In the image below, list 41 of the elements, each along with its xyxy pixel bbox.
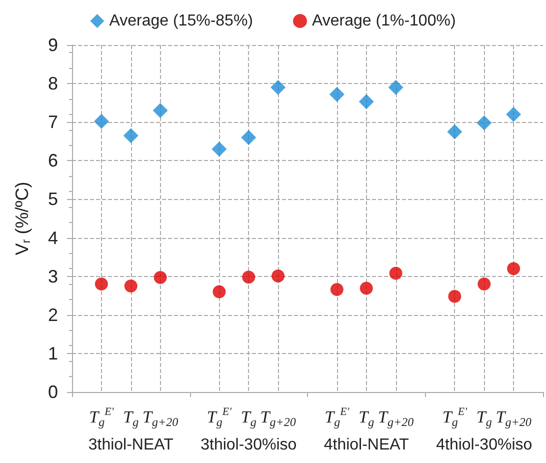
point: [212, 285, 226, 298]
y-tick-label: 1: [48, 343, 58, 364]
point: [154, 270, 167, 284]
y-tick-label: 2: [48, 304, 58, 325]
point: [242, 270, 256, 284]
point: [360, 282, 373, 295]
point: [241, 130, 256, 146]
point: [94, 278, 108, 291]
point: [507, 262, 520, 276]
y-tick-label: 7: [48, 112, 58, 132]
point: [448, 290, 462, 303]
y-tick-label: 9: [48, 35, 58, 55]
y-axis-title: Vr (%/ºC): [12, 182, 33, 256]
y-tick-label: 4: [48, 228, 58, 248]
y-tick-label: 3: [48, 266, 58, 286]
point: [358, 94, 374, 110]
point: [270, 80, 286, 95]
point: [123, 128, 138, 144]
point: [388, 80, 404, 95]
legend-label: Average (1%-100%): [312, 12, 456, 30]
point: [478, 278, 491, 291]
point: [94, 114, 109, 129]
text: 4thiol-30%iso: [436, 436, 532, 454]
y-tick-label: 0: [48, 382, 58, 402]
point: [476, 115, 492, 130]
point: [124, 279, 138, 292]
text: 3thiol-NEAT: [88, 436, 174, 454]
point: [212, 142, 227, 157]
point: [329, 86, 344, 102]
point: [272, 269, 285, 282]
text: 3thiol-30%iso: [200, 436, 297, 454]
point: [330, 282, 344, 296]
point: [506, 106, 522, 122]
y-tick-label: 8: [48, 74, 58, 94]
y-tick-label: 6: [48, 150, 58, 171]
point: [389, 266, 402, 280]
text: 4thiol-NEAT: [324, 436, 410, 454]
y-tick-label: 5: [48, 189, 58, 210]
point: [152, 103, 168, 118]
point: [447, 124, 462, 140]
legend-label: Average (15%-85%): [109, 12, 253, 30]
